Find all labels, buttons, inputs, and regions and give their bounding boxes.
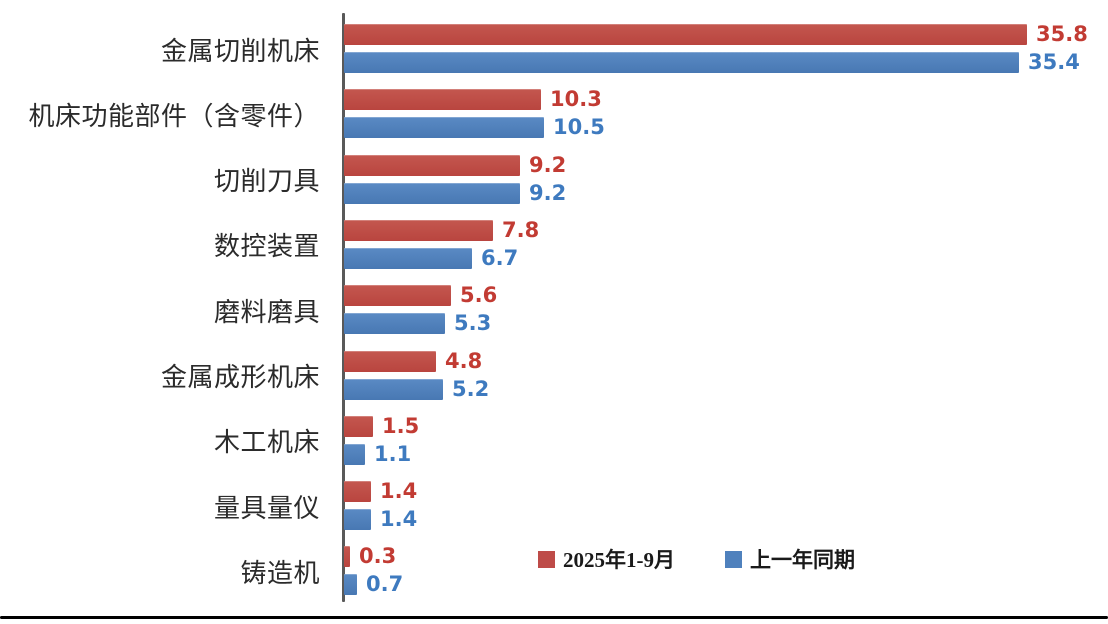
legend-label-2025: 2025年1-9月 (563, 548, 675, 572)
category-label: 铸造机 (240, 558, 320, 588)
bar-blue-series (344, 443, 365, 465)
bar-red-series (344, 219, 493, 241)
category-label: 磨料磨具 (213, 297, 320, 327)
legend-item-2025: 2025年1-9月 (538, 544, 675, 574)
bar-red-series (344, 415, 373, 437)
value-label: 6.7 (481, 245, 519, 270)
value-label: 1.4 (380, 507, 418, 532)
category-label: 机床功能部件（含零件） (28, 101, 320, 131)
bar-blue-series (344, 378, 443, 400)
value-label: 10.3 (550, 87, 602, 112)
bar-blue-series (344, 182, 520, 204)
category-label: 切削刀具 (213, 167, 320, 197)
bar-red-series (344, 154, 520, 176)
legend-label-prev-year: 上一年同期 (750, 548, 855, 572)
value-label: 1.5 (382, 413, 420, 438)
value-label: 1.1 (374, 441, 412, 466)
chart-legend: 2025年1-9月 上一年同期 (538, 544, 855, 574)
y-axis-line (342, 13, 345, 602)
value-label: 35.8 (1036, 22, 1088, 46)
bar-red-series (344, 89, 541, 111)
bar-red-series (344, 285, 451, 307)
bar-red-series (344, 546, 350, 568)
value-label: 9.2 (529, 180, 567, 205)
value-label: 5.2 (452, 376, 490, 401)
value-label: 9.2 (529, 152, 567, 177)
category-label: 量具量仪 (213, 493, 320, 523)
bar-red-series (344, 350, 436, 372)
legend-swatch-blue (725, 550, 742, 568)
bar-blue-series (344, 117, 544, 139)
bar-blue-series (344, 247, 472, 269)
bar-red-series (344, 24, 1027, 45)
bar-blue-series (344, 313, 445, 335)
legend-swatch-red (538, 550, 555, 568)
bar-blue-series (344, 509, 371, 531)
legend-item-prev-year: 上一年同期 (725, 544, 855, 574)
value-label: 10.5 (553, 115, 605, 140)
value-label: 4.8 (445, 348, 483, 373)
value-label: 5.3 (454, 311, 492, 336)
bottom-border-line (0, 616, 1108, 619)
category-label: 木工机床 (213, 428, 320, 458)
value-label: 1.4 (380, 479, 418, 504)
value-label: 0.7 (366, 572, 404, 597)
bar-blue-series (344, 574, 357, 596)
bar-blue-series (344, 52, 1019, 73)
bar-red-series (344, 481, 371, 503)
category-label: 金属切削机床 (160, 36, 320, 66)
value-label: 35.4 (1028, 50, 1080, 74)
value-label: 5.6 (460, 283, 498, 308)
value-label: 0.3 (359, 544, 397, 569)
category-label: 数控装置 (213, 232, 320, 262)
value-label: 7.8 (502, 217, 540, 242)
category-label: 金属成形机床 (160, 363, 320, 392)
